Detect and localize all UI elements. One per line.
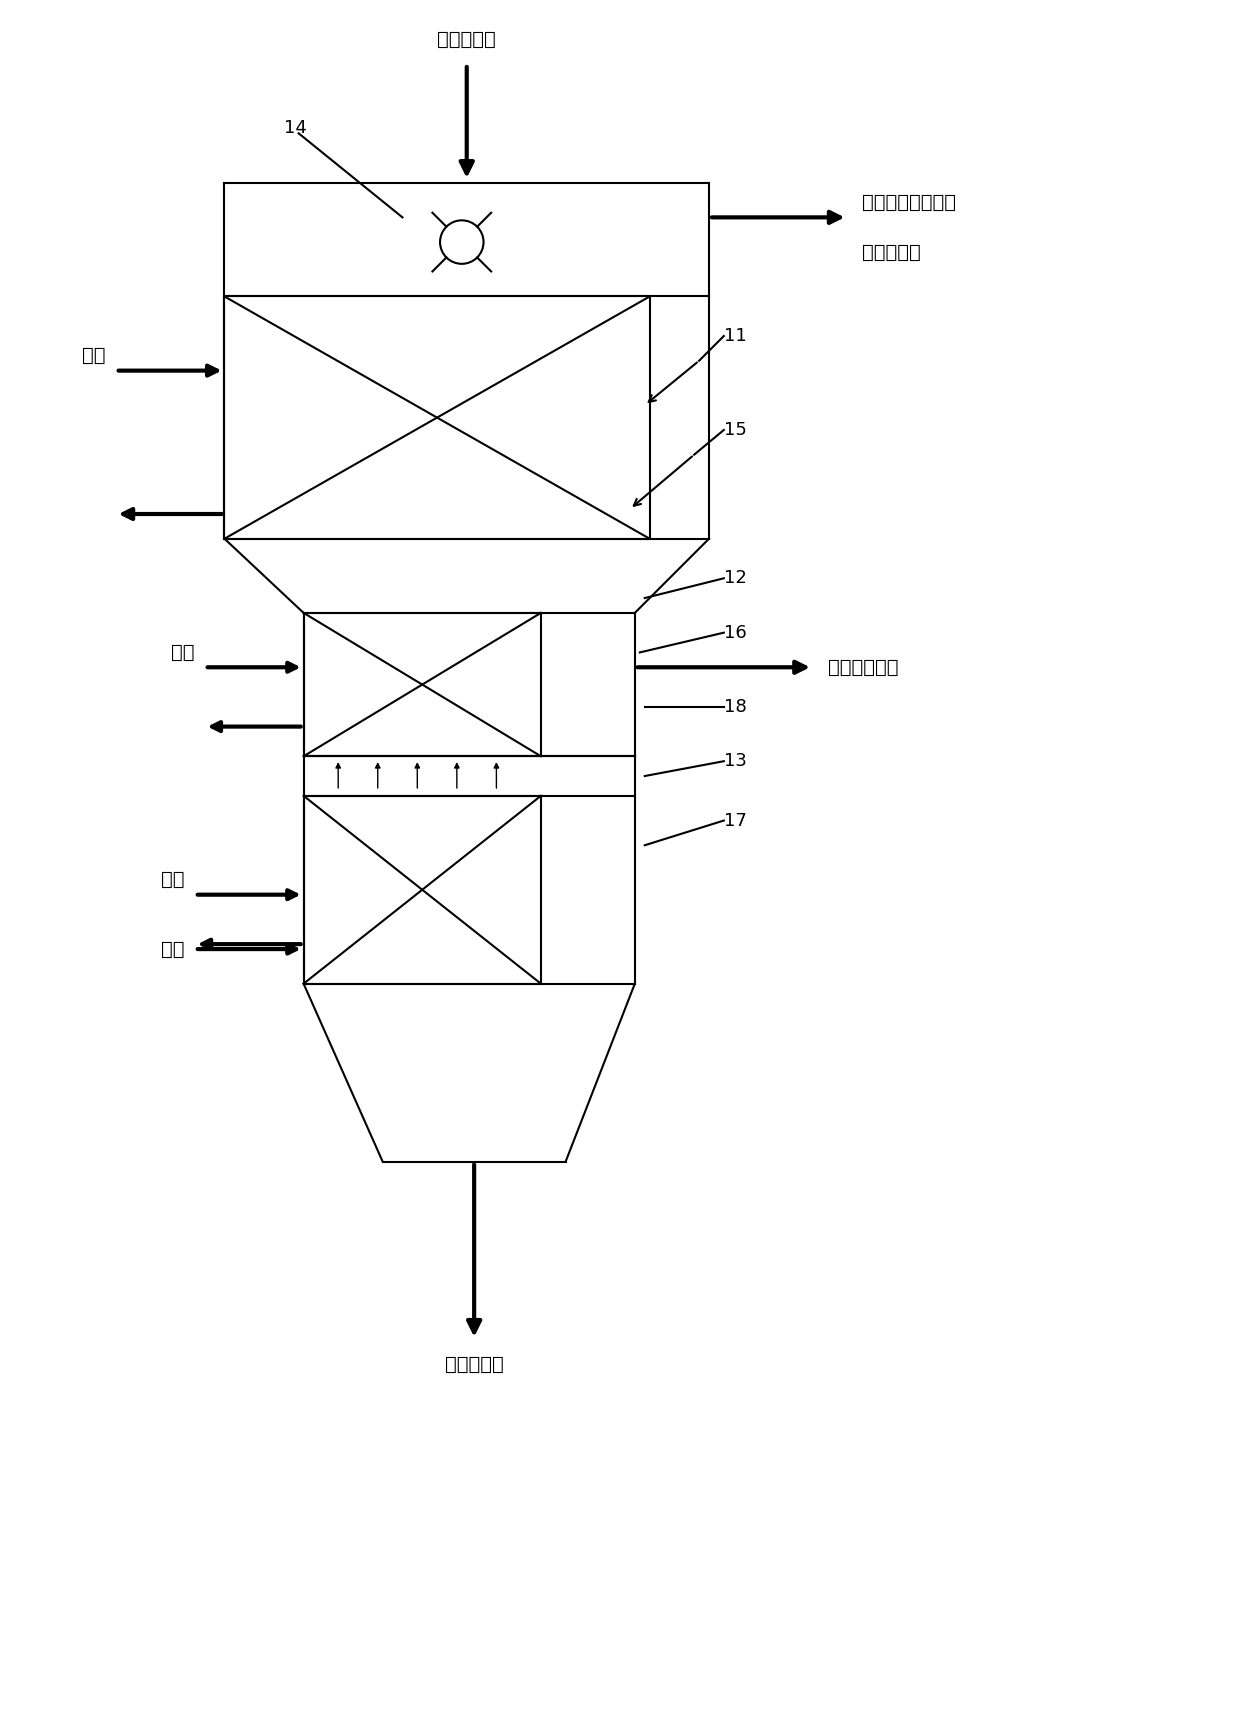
Text: 中等颗粒物料: 中等颗粒物料	[827, 658, 898, 677]
Text: 细颗粒物料及乏气: 细颗粒物料及乏气	[862, 193, 956, 212]
Bar	[304, 796, 541, 984]
Text: 12: 12	[724, 569, 746, 586]
Text: 16: 16	[724, 623, 746, 642]
Text: 蕊汽: 蕊汽	[82, 347, 105, 366]
Text: 蕊汽: 蕊汽	[171, 644, 195, 663]
Text: 13: 13	[724, 753, 746, 770]
Text: 待干燥物料: 待干燥物料	[438, 29, 496, 49]
Bar	[224, 297, 650, 540]
Text: 载气: 载气	[161, 871, 185, 890]
Bar	[304, 612, 541, 756]
Text: 17: 17	[724, 812, 746, 829]
Text: 14: 14	[284, 120, 306, 137]
Text: 18: 18	[724, 697, 746, 717]
Text: 去气固分离: 去气固分离	[862, 243, 921, 262]
Text: 11: 11	[724, 326, 746, 345]
Text: 大颗粒物料: 大颗粒物料	[445, 1355, 503, 1374]
Text: 蕊汽: 蕊汽	[161, 940, 185, 958]
Text: 15: 15	[724, 422, 746, 439]
